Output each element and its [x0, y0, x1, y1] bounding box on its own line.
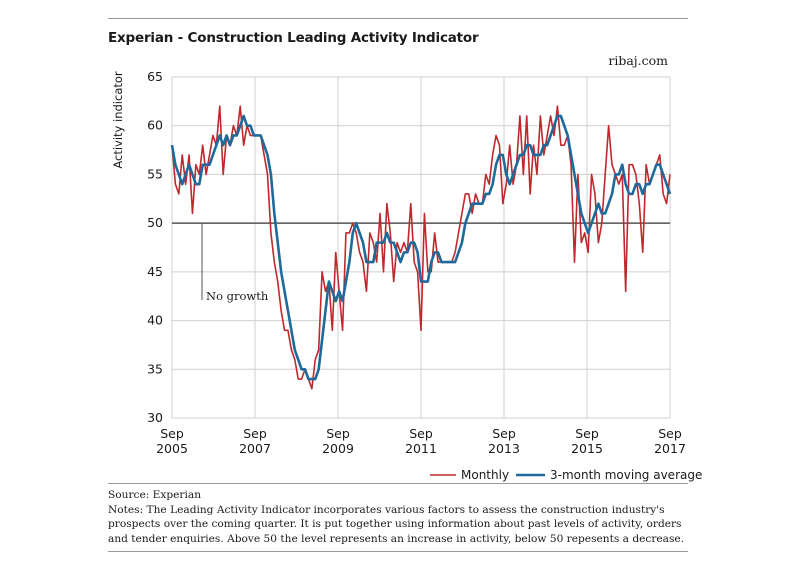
x-tick-label-year: 2013 — [488, 441, 520, 456]
x-tick-label-month: Sep — [658, 426, 682, 441]
source-site: ribaj.com — [608, 53, 668, 68]
x-tick-label-month: Sep — [409, 426, 433, 441]
x-tick-label-year: 2009 — [322, 441, 354, 456]
x-tick-label-year: 2017 — [654, 441, 686, 456]
top-rule — [108, 18, 688, 19]
x-tick-label-month: Sep — [575, 426, 599, 441]
y-tick-label: 50 — [147, 215, 163, 230]
x-tick-label-month: Sep — [492, 426, 516, 441]
legend: Monthly 3-month moving average — [430, 468, 702, 482]
x-tick-label-year: 2005 — [156, 441, 188, 456]
y-tick-label: 60 — [147, 118, 163, 133]
y-tick-label: 55 — [147, 166, 163, 181]
notes-text: Notes: The Leading Activity Indicator in… — [108, 503, 685, 545]
x-tick-label-month: Sep — [160, 426, 184, 441]
y-tick-label: 40 — [147, 313, 163, 328]
x-tick-label-month: Sep — [326, 426, 350, 441]
y-tick-label: 45 — [147, 264, 163, 279]
series-group — [170, 105, 672, 390]
legend-label-moving-average: 3-month moving average — [550, 468, 702, 482]
x-tick-label-month: Sep — [243, 426, 267, 441]
y-tick-label: 35 — [147, 361, 163, 376]
x-tick-label-year: 2011 — [405, 441, 437, 456]
x-tick-label-year: 2015 — [571, 441, 603, 456]
bottom-rule — [108, 551, 688, 552]
notes-block: Source: Experian Notes: The Leading Acti… — [108, 488, 698, 546]
x-tick-label-year: 2007 — [239, 441, 271, 456]
y-tick-label: 65 — [147, 69, 163, 84]
grid-lines — [171, 76, 671, 419]
legend-rule — [108, 483, 688, 484]
series-line-moving-average — [170, 114, 672, 381]
y-axis-label: Activity indicator — [111, 71, 125, 169]
no-growth-label: No growth — [206, 289, 269, 303]
source-note: Source: Experian — [108, 489, 202, 501]
x-tick-labels: Sep2005Sep2007Sep2009Sep2011Sep2013Sep20… — [156, 426, 686, 456]
y-tick-labels: 30 35 40 45 50 55 60 65 — [147, 69, 163, 425]
chart-title: Experian - Construction Leading Activity… — [108, 30, 479, 46]
legend-label-monthly: Monthly — [461, 468, 509, 482]
y-tick-label: 30 — [147, 410, 163, 425]
